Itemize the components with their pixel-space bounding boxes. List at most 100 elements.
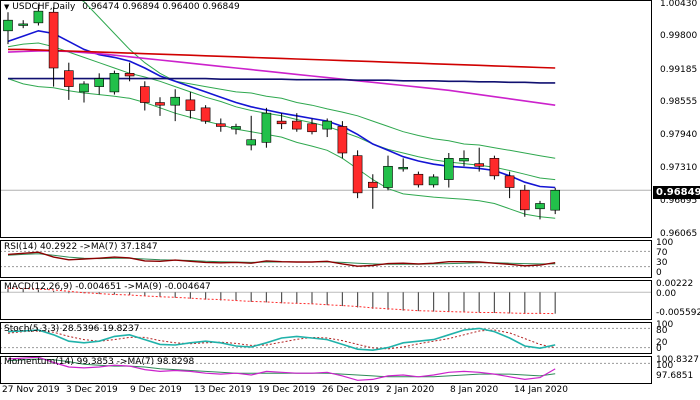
- price-pane-frame: [0, 0, 652, 238]
- bear-candle: [291, 120, 302, 130]
- bear-candle: [124, 73, 135, 77]
- macd-histogram-bar: [220, 292, 222, 301]
- macd-histogram-bar: [433, 292, 435, 312]
- bull-candle: [18, 23, 29, 26]
- momentum-pane[interactable]: Momentum(14) 99.3853 ->MA(7) 98.8298 100…: [0, 355, 700, 384]
- bear-candle: [64, 70, 74, 87]
- macd-histogram-bar: [296, 292, 298, 304]
- stoch-pane[interactable]: Stoch(5,3,3) 28.5396 19.8237 100 80 20 0: [0, 320, 700, 354]
- bear-candle: [216, 123, 226, 127]
- stoch-chart[interactable]: [0, 322, 652, 354]
- date-label: 26 Dec 2019: [322, 385, 380, 395]
- bear-candle: [276, 120, 287, 125]
- bear-candle: [474, 163, 485, 167]
- macd-tick: 0.00: [656, 289, 677, 299]
- macd-histogram-bar: [7, 288, 9, 293]
- macd-pane[interactable]: MACD(12,26,9) -0.004651 ->MA(9) -0.00464…: [0, 279, 700, 320]
- bull-candle: [94, 78, 104, 87]
- momentum-line: [7, 356, 556, 381]
- macd-histogram-bar: [387, 292, 389, 310]
- stoch-title: Stoch(5,3,3) 28.5396 19.8237: [4, 324, 140, 334]
- price-tick: 0.97940: [660, 130, 698, 140]
- bear-candle: [413, 173, 424, 186]
- macd-histogram-bar: [539, 292, 541, 314]
- price-tick: 0.96695: [660, 196, 698, 206]
- price-tick: 0.99185: [660, 65, 698, 75]
- bull-candle: [428, 176, 439, 186]
- date-label: 14 Jan 2020: [514, 385, 568, 395]
- rsi-chart[interactable]: [0, 240, 652, 278]
- momentum-title: Momentum(14) 99.3853 ->MA(7) 98.8298: [4, 357, 195, 367]
- momentum-ma-line: [7, 358, 556, 378]
- envelope-lower-line: [7, 78, 556, 219]
- momentum-pane-frame: [0, 356, 652, 384]
- macd-histogram-bar: [113, 292, 115, 295]
- momentum-tick: 97.6851: [656, 371, 694, 381]
- bull-candle: [33, 10, 44, 24]
- macd-histogram-bar: [493, 292, 495, 313]
- bull-candle: [322, 120, 333, 130]
- symbol-label: USDCHF,Daily: [12, 2, 76, 12]
- macd-pane-frame: [0, 280, 652, 320]
- date-label: 13 Dec 2019: [194, 385, 252, 395]
- macd-histogram-bar: [205, 292, 207, 300]
- macd-histogram-bar: [144, 292, 146, 296]
- rsi-line: [7, 251, 556, 267]
- chart-dropdown-icon[interactable]: ▼: [4, 3, 10, 11]
- macd-histogram-bar: [189, 292, 191, 299]
- macd-histogram-bar: [265, 292, 267, 303]
- macd-histogram-bar: [311, 292, 313, 305]
- momentum-tick: 100.8327: [656, 355, 699, 365]
- macd-signal-line: [7, 287, 556, 315]
- ma-red-line: [8, 48, 556, 69]
- stoch-tick: 20: [656, 338, 668, 348]
- bear-candle: [140, 86, 150, 103]
- macd-histogram-bar: [159, 292, 161, 297]
- price-chart[interactable]: [0, 0, 652, 238]
- macd-tick: 0.00222: [656, 279, 694, 289]
- date-label: 27 Nov 2019: [2, 385, 60, 395]
- stoch-tick: 100: [656, 320, 674, 330]
- bull-candle: [3, 19, 13, 32]
- ma-magenta-line: [7, 50, 556, 106]
- macd-histogram-bar: [463, 292, 465, 313]
- price-pane[interactable]: ▼ USDCHF,Daily 0.96474 0.96894 0.96400 0…: [0, 0, 700, 239]
- stoch-pane-frame: [0, 322, 652, 354]
- date-label: 9 Dec 2019: [130, 385, 182, 395]
- bull-candle: [170, 96, 180, 106]
- price-tick: 1.00430: [660, 0, 698, 9]
- macd-histogram-bar: [129, 292, 131, 295]
- bull-candle: [398, 167, 409, 170]
- macd-histogram-bar: [372, 292, 374, 309]
- bear-candle: [367, 181, 378, 188]
- rsi-title: RSI(14) 40.2922 ->MA(7) 37.1847: [4, 242, 158, 252]
- date-label: 3 Dec 2019: [66, 385, 118, 395]
- date-label: 8 Jan 2020: [450, 385, 499, 395]
- bear-candle: [352, 155, 363, 194]
- bear-candle: [519, 189, 530, 211]
- bull-candle: [459, 158, 469, 162]
- macd-histogram-bar: [235, 292, 237, 301]
- price-tick: 0.96065: [660, 229, 698, 239]
- rsi-tick: 70: [656, 248, 668, 258]
- bear-candle: [489, 158, 500, 177]
- macd-histogram-bar: [174, 292, 176, 298]
- bull-candle: [231, 126, 241, 130]
- macd-histogram-bar: [417, 292, 419, 312]
- bear-candle: [307, 123, 317, 133]
- macd-chart[interactable]: [0, 280, 652, 320]
- momentum-chart[interactable]: [0, 356, 652, 384]
- macd-histogram-bar: [357, 292, 359, 308]
- envelope-upper-line: [79, 0, 556, 159]
- macd-histogram-bar: [53, 290, 55, 293]
- rsi-pane[interactable]: RSI(14) 40.2922 ->MA(7) 37.1847 100 70 3…: [0, 238, 700, 278]
- macd-histogram-bar: [402, 292, 404, 311]
- chart-header: ▼ USDCHF,Daily 0.96474 0.96894 0.96400 0…: [4, 2, 240, 12]
- rsi-pane-frame: [0, 240, 652, 278]
- macd-histogram-bar: [326, 292, 328, 306]
- bear-candle: [504, 175, 515, 188]
- macd-histogram-bar: [341, 292, 343, 307]
- macd-tick: -0.005592: [656, 308, 700, 318]
- macd-histogram-bar: [524, 292, 526, 314]
- bear-candle: [48, 11, 59, 69]
